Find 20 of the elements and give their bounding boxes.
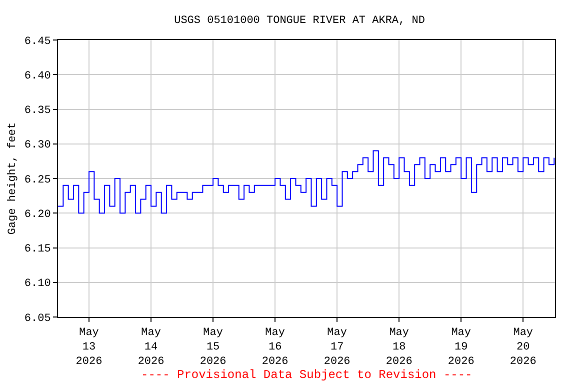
y-tick-label: 6.30 [24, 140, 51, 152]
y-tick-label: 6.15 [24, 244, 51, 256]
y-tick-label: 6.35 [24, 105, 51, 118]
text: ---- Provisional Data Subject to Revision ---- [141, 368, 472, 382]
y-tick-label: 6.45 [24, 36, 51, 48]
x-tick-label: May 20 2026 [510, 327, 536, 368]
x-tick-label: May 17 2026 [324, 327, 350, 368]
x-tick-label: May 13 2026 [76, 327, 102, 368]
y-axis-title: Gage height, feet [7, 122, 20, 235]
x-tick-label: May 18 2026 [386, 327, 412, 368]
y-tick-label: 6.10 [24, 278, 51, 290]
y-tick-label: 6.40 [24, 70, 51, 82]
chart-title: USGS 05101000 TONGUE RIVER AT AKRA, ND [174, 15, 426, 28]
y-tick-label: 6.05 [24, 312, 51, 325]
y-tick-label: 6.20 [24, 208, 51, 221]
x-tick-label: May 19 2026 [448, 327, 474, 368]
x-tick-label: May 14 2026 [138, 327, 164, 368]
x-tick-label: May 16 2026 [262, 327, 288, 368]
y-tick-label: 6.25 [24, 174, 51, 186]
x-tick-label: May 15 2026 [200, 327, 226, 368]
